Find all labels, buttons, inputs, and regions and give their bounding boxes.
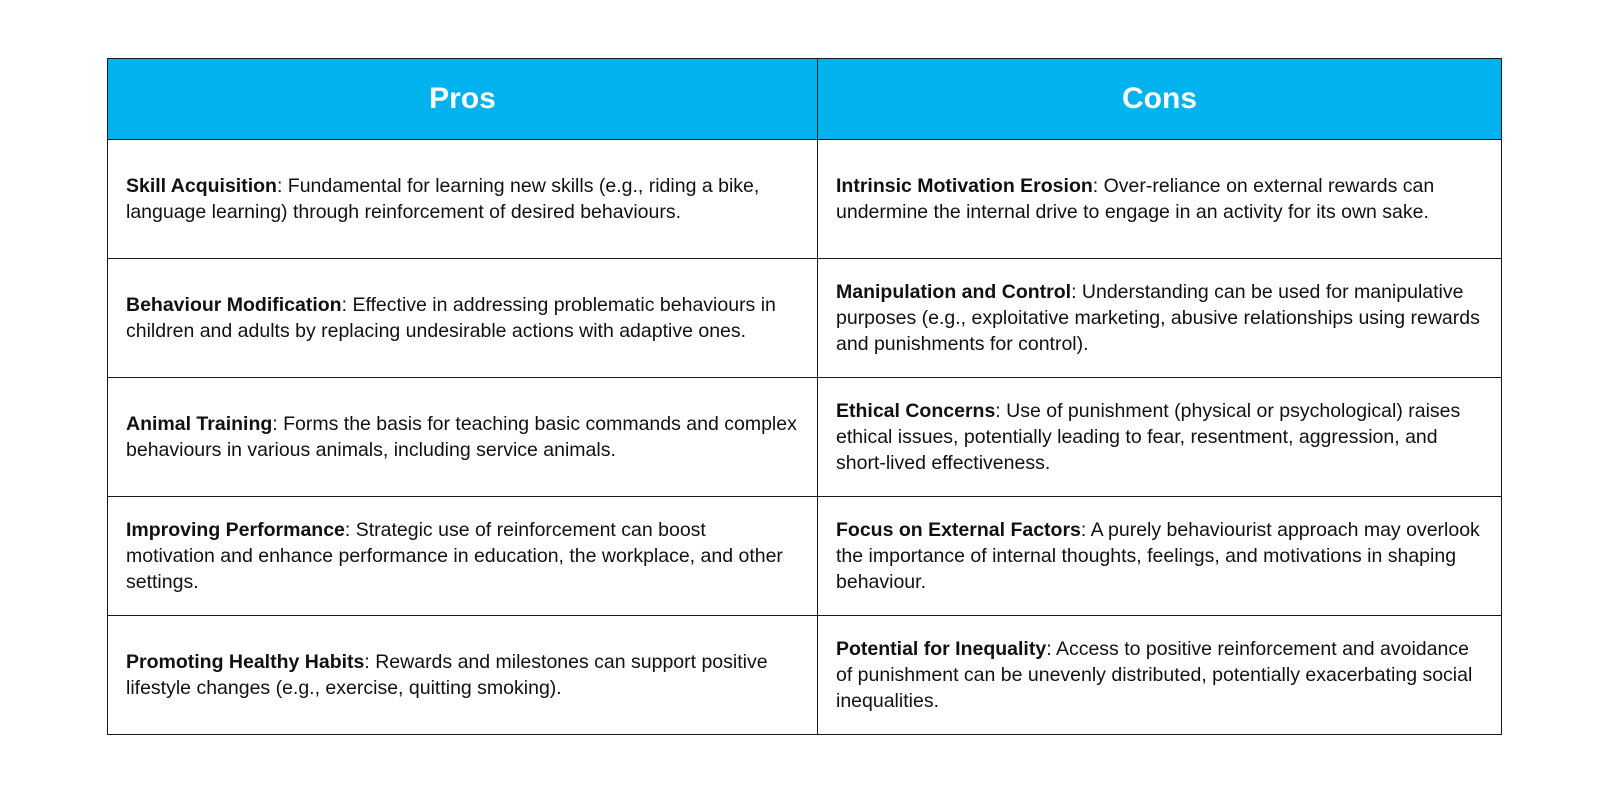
con-text: : A purely behaviourist approach may ove… [836,519,1480,593]
pro-text: : Fundamental for learning new skills (e… [126,175,760,223]
pro-text: : Effective in addressing problematic be… [126,294,776,342]
pro-title: Skill Acquisition [126,175,277,197]
header-cons: Cons [817,58,1502,140]
pro-text: : Forms the basis for teaching basic com… [126,413,797,461]
pro-title: Improving Performance [126,519,345,541]
con-cell: Focus on External Factors: A purely beha… [817,496,1502,616]
pro-text: : Rewards and milestones can support pos… [126,651,768,699]
pro-text: : Strategic use of reinforcement can boo… [126,519,783,593]
pro-title: Behaviour Modification [126,294,342,316]
pro-title: Animal Training [126,413,273,435]
header-pros: Pros [107,58,818,140]
con-title: Intrinsic Motivation Erosion [836,175,1093,197]
pro-cell: Skill Acquisition: Fundamental for learn… [107,139,818,259]
con-text: : Understanding can be used for manipula… [836,281,1480,355]
table-row: Skill Acquisition: Fundamental for learn… [107,139,1502,259]
table-row: Behaviour Modification: Effective in add… [107,258,1502,378]
pros-cons-table-container: Pros Cons Skill Acquisition: Fundamental… [107,58,1502,735]
pro-cell: Improving Performance: Strategic use of … [107,496,818,616]
table-header-row: Pros Cons [107,58,1502,140]
pro-cell: Animal Training: Forms the basis for tea… [107,377,818,497]
con-cell: Potential for Inequality: Access to posi… [817,615,1502,735]
con-title: Manipulation and Control [836,281,1072,303]
con-title: Potential for Inequality [836,638,1047,660]
con-cell: Ethical Concerns: Use of punishment (phy… [817,377,1502,497]
pro-cell: Promoting Healthy Habits: Rewards and mi… [107,615,818,735]
pro-cell: Behaviour Modification: Effective in add… [107,258,818,378]
con-cell: Intrinsic Motivation Erosion: Over-relia… [817,139,1502,259]
table-row: Promoting Healthy Habits: Rewards and mi… [107,615,1502,735]
con-text: : Use of punishment (physical or psychol… [836,400,1461,474]
table-row: Animal Training: Forms the basis for tea… [107,377,1502,497]
pros-cons-table: Pros Cons Skill Acquisition: Fundamental… [107,58,1502,735]
table-row: Improving Performance: Strategic use of … [107,496,1502,616]
con-title: Focus on External Factors [836,519,1081,541]
con-text: : Over-reliance on external rewards can … [836,175,1435,223]
pro-title: Promoting Healthy Habits [126,651,365,673]
con-text: : Access to positive reinforcement and a… [836,638,1473,712]
con-cell: Manipulation and Control: Understanding … [817,258,1502,378]
con-title: Ethical Concerns [836,400,996,422]
